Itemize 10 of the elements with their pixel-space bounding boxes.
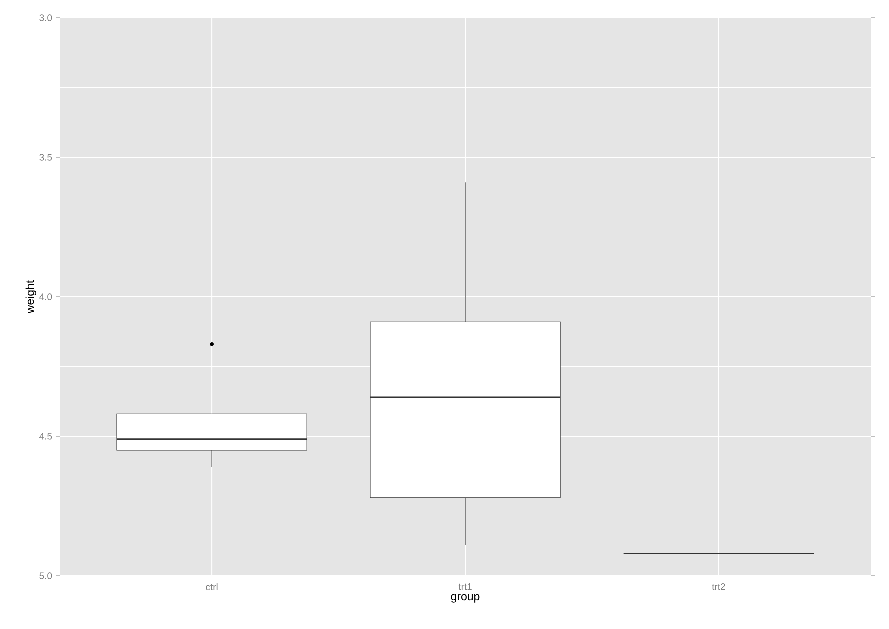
- y-tick-label: 3.0: [40, 14, 52, 22]
- y-axis-title: weight: [26, 280, 36, 314]
- y-tick-label: 3.5: [40, 154, 52, 161]
- y-tick-label: 5.0: [40, 572, 52, 580]
- x-tick-label: ctrl: [206, 584, 218, 590]
- y-tick-label: 4.0: [40, 294, 52, 300]
- y-tick-label: 4.5: [40, 433, 52, 440]
- x-tick-label: trt2: [712, 584, 726, 590]
- x-tick-label: trt1: [458, 584, 472, 590]
- x-axis-title: group: [451, 594, 480, 603]
